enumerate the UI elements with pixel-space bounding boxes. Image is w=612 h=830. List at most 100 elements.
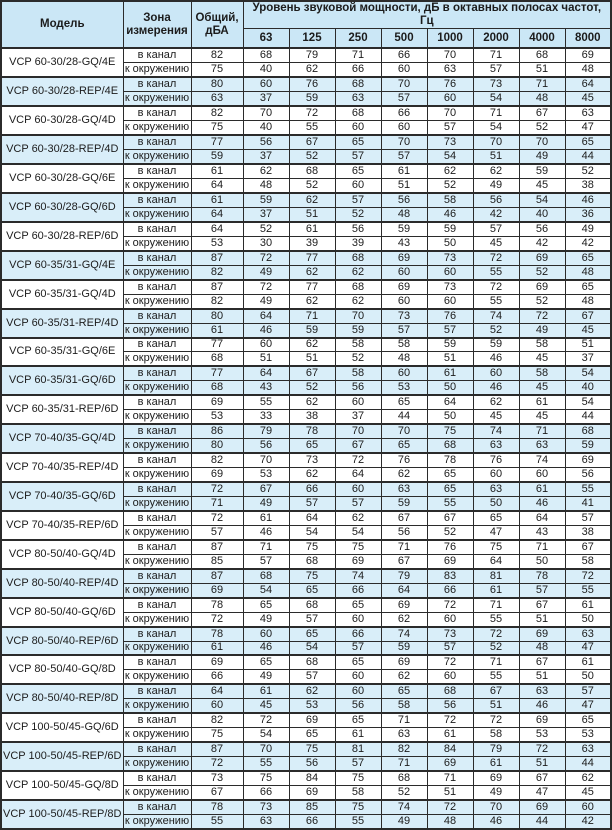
value-cell-125hz: 72 [288,105,336,122]
value-cell-500hz: 65 [380,683,428,700]
value-cell-4000hz: 63 [518,438,566,454]
total-dba-cell: 80 [190,307,244,324]
value-cell-63hz: 56 [242,134,290,151]
value-cell-1000hz: 52 [426,177,474,194]
zone-cell: в канал [122,307,192,324]
value-cell-1000hz: 67 [426,509,474,526]
value-cell-8000hz: 55 [564,582,612,599]
value-cell-63hz: 61 [242,509,290,526]
value-cell-125hz: 62 [288,62,336,78]
value-cell-63hz: 70 [242,741,290,758]
value-cell-2000hz: 72 [472,712,520,729]
value-cell-1000hz: 60 [426,611,474,628]
value-cell-125hz: 62 [288,467,336,483]
value-cell-4000hz: 72 [518,307,566,324]
value-cell-4000hz: 72 [518,741,566,758]
total-dba-cell: 75 [190,727,244,743]
value-cell-1000hz: 59 [426,336,474,353]
value-cell-2000hz: 56 [472,191,520,208]
value-cell-125hz: 66 [288,480,336,498]
value-cell-125hz: 66 [288,813,336,830]
value-cell-500hz: 48 [380,351,428,367]
zone-cell: к окружению [122,669,192,685]
zone-cell: в канал [122,798,192,815]
table-body: VCP 60-30/28-GQ/4E в канал 82 68 79 71 66 70 71 6… [0,47,612,830]
zone-cell: к окружению [122,177,192,194]
value-cell-2000hz: 55 [472,293,520,310]
value-cell-8000hz: 62 [564,770,612,787]
value-cell-63hz: 37 [242,91,290,107]
value-cell-8000hz: 44 [564,409,612,425]
value-cell-4000hz: 49 [518,149,566,165]
value-cell-2000hz: 61 [472,582,520,599]
value-cell-2000hz: 58 [472,727,520,743]
total-dba-cell: 71 [190,495,244,512]
total-dba-cell: 87 [190,567,244,584]
table-row: VCP 70-40/35-GQ/6D в канал 72 67 66 60 63 65 63 6… [0,480,612,512]
value-cell-1000hz: 73 [426,625,474,642]
total-dba-cell: 72 [190,480,244,498]
value-cell-8000hz: 67 [564,307,612,324]
value-cell-125hz: 68 [288,654,336,671]
value-cell-2000hz: 69 [472,770,520,787]
value-cell-8000hz: 67 [564,538,612,555]
value-cell-125hz: 71 [288,307,336,324]
table-row: к окружению 64 37 51 52 48 46 42 40 36 [1,206,612,223]
zone-cell: в канал [122,278,192,295]
value-cell-2000hz: 55 [472,669,520,685]
total-dba-cell: 72 [190,756,244,772]
value-cell-500hz: 58 [380,698,428,714]
value-cell-8000hz: 40 [564,380,612,396]
value-cell-4000hz: 43 [518,524,566,541]
value-cell-250hz: 59 [334,322,382,339]
table-row: VCP 80-50/40-GQ/8D в канал 69 65 68 65 69 72 71 6… [0,654,612,685]
value-cell-250hz: 70 [334,307,382,324]
value-cell-500hz: 66 [380,105,428,122]
value-cell-4000hz: 51 [518,611,566,628]
value-cell-125hz: 64 [288,509,336,526]
value-cell-4000hz: 67 [518,770,566,787]
table-row: VCP 60-35/31-GQ/6D в канал 77 64 67 58 60 61 60 5… [0,365,612,396]
value-cell-1000hz: 58 [426,191,474,208]
zone-cell: в канал [122,249,192,266]
total-dba-cell: 78 [190,798,244,815]
value-cell-1000hz: 69 [426,756,474,772]
value-cell-4000hz: 67 [518,105,566,122]
zone-cell: к окружению [122,611,192,628]
value-cell-8000hz: 37 [564,351,612,367]
value-cell-1000hz: 50 [426,235,474,252]
value-cell-2000hz: 49 [472,785,520,801]
total-dba-cell: 55 [190,813,244,830]
value-cell-250hz: 57 [334,495,382,512]
total-dba-cell: 86 [190,423,244,440]
value-cell-8000hz: 68 [564,423,612,440]
zone-cell: в канал [122,365,192,382]
table-row: VCP 70-40/35-GQ/4D в канал 86 79 78 70 70 75 74 7… [0,423,612,454]
value-cell-2000hz: 51 [472,698,520,714]
value-cell-2000hz: 46 [472,813,520,830]
value-cell-63hz: 71 [242,538,290,555]
value-cell-1000hz: 54 [426,149,474,165]
table-row: к окружению 69 54 65 66 64 66 61 57 55 [1,582,612,599]
value-cell-4000hz: 49 [518,322,566,339]
value-cell-125hz: 62 [288,683,336,700]
value-cell-125hz: 76 [288,76,336,93]
value-cell-2000hz: 72 [472,249,520,266]
value-cell-125hz: 57 [288,495,336,512]
value-cell-125hz: 69 [288,712,336,729]
total-dba-cell: 69 [190,654,244,671]
value-cell-63hz: 64 [242,307,290,324]
value-cell-250hz: 60 [334,669,382,685]
zone-cell: к окружению [122,467,192,483]
value-cell-8000hz: 45 [564,322,612,339]
zone-cell: в канал [122,134,192,151]
total-dba-cell: 77 [190,134,244,151]
table-row: к окружению 61 46 54 57 59 57 52 48 47 [1,640,612,656]
value-cell-4000hz: 56 [518,220,566,237]
value-cell-500hz: 57 [380,91,428,107]
value-cell-500hz: 70 [380,134,428,151]
value-cell-8000hz: 65 [564,278,612,295]
model-cell: VCP 100-50/45-GQ/8D [0,770,124,801]
value-cell-250hz: 52 [334,206,382,223]
value-cell-8000hz: 42 [564,235,612,252]
